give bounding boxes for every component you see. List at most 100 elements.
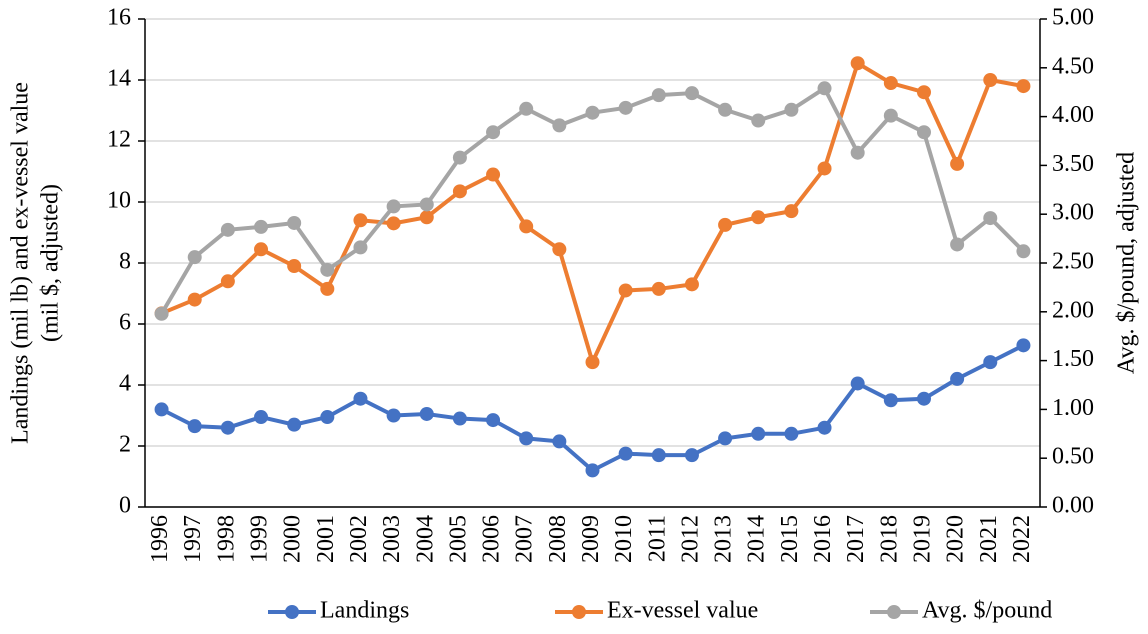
x-tick-label: 2000 (280, 515, 306, 563)
data-point (519, 431, 534, 446)
data-point (519, 219, 534, 234)
data-point (718, 217, 733, 232)
data-point (386, 199, 401, 214)
data-point (950, 237, 965, 252)
data-point (983, 355, 998, 370)
legend-marker (285, 605, 299, 619)
data-point (817, 161, 832, 176)
data-point (784, 426, 799, 441)
data-point (154, 402, 169, 417)
data-point (850, 376, 865, 391)
data-point (486, 413, 501, 428)
x-tick-label: 2004 (412, 515, 438, 563)
data-point (287, 259, 302, 274)
data-point (386, 408, 401, 423)
x-tick-label: 2017 (843, 515, 869, 563)
data-point (684, 86, 699, 101)
data-point (585, 463, 600, 478)
x-tick-label: 2003 (379, 515, 405, 563)
data-point (916, 391, 931, 406)
y-tick-label: 6 (119, 310, 131, 336)
data-point (486, 167, 501, 182)
legend-label: Avg. $/pound (922, 598, 1052, 624)
x-tick-label: 2021 (976, 515, 1002, 563)
y2-tick-label: 5.00 (1052, 5, 1094, 31)
data-point (1016, 79, 1031, 94)
data-point (552, 242, 567, 257)
x-tick-label: 2015 (777, 515, 803, 563)
x-tick-label: 2008 (545, 515, 571, 563)
series-line (159, 85, 1025, 315)
y2-tick-label: 0.50 (1052, 444, 1094, 470)
y-axis-label: Landings (mil lb) and ex-vessel value (8, 82, 34, 444)
data-point (751, 113, 766, 128)
data-point (320, 262, 335, 277)
data-point (254, 242, 269, 257)
data-point (419, 406, 434, 421)
y-tick-label: 12 (107, 127, 131, 153)
data-point (1016, 338, 1031, 353)
x-tick-label: 2002 (346, 515, 372, 563)
y2-tick-label: 4.00 (1052, 102, 1094, 128)
data-point (254, 410, 269, 425)
x-tick-label: 2011 (644, 515, 670, 562)
x-tick-label: 2019 (909, 515, 935, 563)
y2-tick-label: 3.00 (1052, 200, 1094, 226)
data-point (353, 391, 368, 406)
data-point (618, 283, 633, 298)
y-tick-label: 16 (107, 5, 131, 31)
x-tick-label: 1996 (147, 515, 173, 563)
data-point (950, 156, 965, 171)
data-point (950, 371, 965, 386)
data-point (254, 219, 269, 234)
y-axis-label: (mil $, adjusted) (38, 184, 64, 342)
data-point (154, 306, 169, 321)
data-point (751, 426, 766, 441)
data-point (883, 108, 898, 123)
data-point (651, 88, 666, 103)
x-tick-label: 2014 (744, 515, 770, 563)
data-point (983, 73, 998, 87)
data-point (187, 250, 202, 265)
data-point (320, 410, 335, 425)
y2-axis-label: Avg. $/pound, adjusted (1114, 152, 1140, 374)
x-tick-label: 1998 (213, 515, 239, 563)
legend-marker (887, 605, 901, 619)
data-point (187, 419, 202, 434)
data-point (287, 215, 302, 230)
x-tick-label: 2012 (677, 515, 703, 563)
data-point (452, 184, 467, 199)
data-point (220, 222, 235, 237)
data-point (353, 213, 368, 228)
data-point (684, 277, 699, 292)
data-point (718, 102, 733, 117)
y-tick-label: 10 (107, 188, 131, 214)
x-tick-label: 2020 (943, 515, 969, 563)
legend-marker (572, 605, 586, 619)
data-point (353, 240, 368, 255)
legend-label: Landings (320, 598, 409, 624)
data-point (452, 411, 467, 426)
y2-tick-label: 3.50 (1052, 151, 1094, 177)
data-point (916, 85, 931, 100)
data-point (187, 292, 202, 307)
data-point (585, 105, 600, 120)
x-tick-label: 1997 (180, 515, 206, 563)
y2-tick-label: 1.00 (1052, 395, 1094, 421)
data-point (718, 431, 733, 446)
y-tick-label: 2 (119, 432, 131, 458)
data-point (651, 448, 666, 463)
legend-label: Ex-vessel value (607, 598, 758, 624)
x-tick-label: 2009 (578, 515, 604, 563)
data-point (1016, 244, 1031, 259)
y2-tick-label: 4.50 (1052, 53, 1094, 79)
data-point (618, 100, 633, 115)
x-tick-label: 1999 (247, 515, 273, 563)
x-tick-label: 2007 (512, 515, 538, 563)
y-tick-label: 0 (119, 493, 131, 519)
data-point (419, 210, 434, 225)
data-point (220, 274, 235, 289)
data-point (320, 281, 335, 296)
x-tick-label: 2018 (876, 515, 902, 563)
